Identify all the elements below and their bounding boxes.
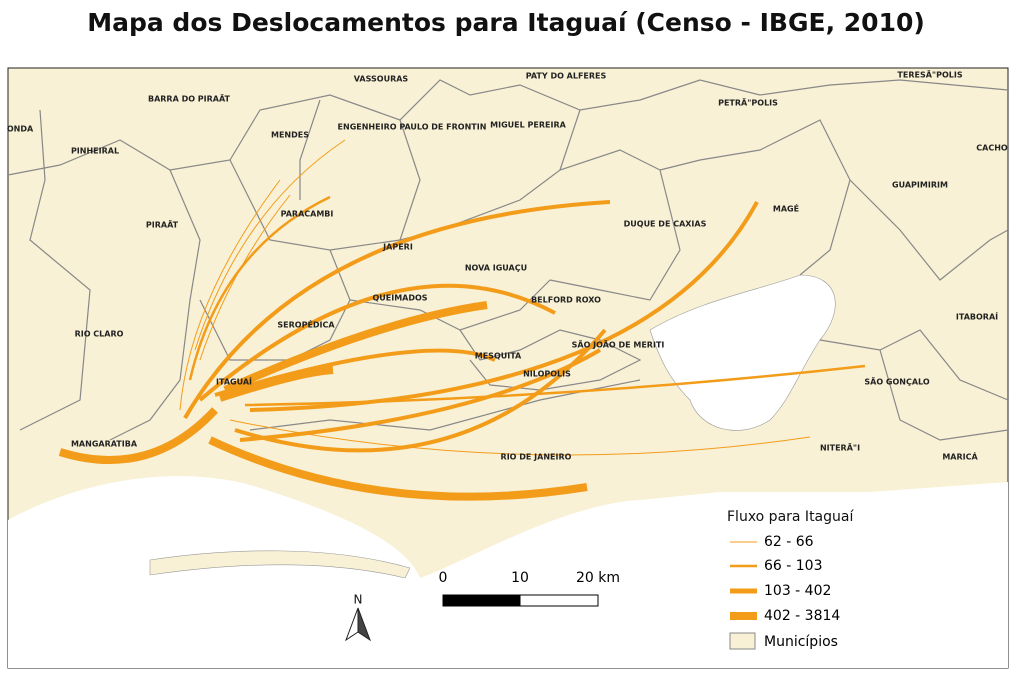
flow — [208, 436, 588, 501]
municipality-label: MAGÉ — [773, 203, 799, 214]
flow — [198, 283, 556, 402]
municipality-label: RIO DE JANEIRO — [501, 453, 572, 462]
municipality-label: DUQUE DE CAXIAS — [624, 220, 707, 229]
scale-label: 20 km — [576, 570, 620, 586]
municipality-label: SÃO JOÃO DE MERITI — [572, 340, 665, 350]
municipality-label: BARRA DO PIRAÃT — [148, 94, 231, 104]
flow — [179, 179, 281, 411]
flow — [218, 366, 334, 402]
north-right — [357, 607, 372, 642]
municipality-label: PATY DO ALFERES — [526, 72, 607, 81]
flow — [229, 419, 811, 456]
municipality-label: MARICÁ — [942, 451, 978, 462]
municipality-label: ITABORAÍ — [956, 311, 998, 322]
restinga — [149, 550, 411, 579]
municipality-label: ITAGUAÍ — [216, 376, 252, 387]
municipality-label: RIO CLARO — [75, 330, 124, 339]
flow — [214, 348, 496, 397]
flow — [244, 364, 866, 407]
municipality-label: MESQUITA — [475, 352, 522, 361]
municipality-label: NOVA IGUAÇU — [465, 264, 527, 273]
flow — [199, 194, 291, 361]
municipality-label: SÃO GONÇALO — [864, 377, 929, 387]
municipality-label: PINHEIRAL — [71, 147, 119, 156]
legend-title: Fluxo para Itaguaí — [727, 509, 854, 525]
scale-label: 10 — [511, 570, 529, 586]
legend-swatch — [729, 632, 756, 650]
flow — [223, 301, 488, 394]
flow — [183, 200, 611, 420]
legend-item: 103 - 402 — [764, 583, 831, 599]
scale-black — [442, 594, 521, 607]
municipality-labels: VASSOURAS PATY DO ALFERES TERESÃ"POLIS BARR… — [7, 70, 1008, 462]
north-arrow: N — [344, 593, 372, 642]
legend-item: 66 - 103 — [764, 558, 823, 574]
legend-item: Municípios — [764, 634, 838, 650]
title: Mapa dos Deslocamentos para Itaguaí (Cen… — [87, 8, 925, 37]
municipality-label: ONDA — [7, 125, 34, 134]
municipality-label: QUEIMADOS — [372, 294, 427, 303]
guanabara-bay — [649, 274, 836, 431]
scale-label: 0 — [439, 570, 448, 586]
legend-item: 62 - 66 — [764, 534, 814, 550]
municipality-label: MANGARATIBA — [71, 440, 138, 449]
municipality-label: PARACAMBI — [281, 210, 334, 219]
municipality-label: TERESÃ"POLIS — [897, 70, 962, 80]
municipality-label: NITERÃ"I — [820, 443, 860, 453]
municipality-label: BELFORD ROXO — [531, 296, 601, 305]
municipality-label: JAPERI — [382, 243, 413, 252]
flows — [58, 139, 866, 501]
scale-white — [519, 594, 599, 607]
municipality-label: GUAPIMIRIM — [892, 181, 948, 190]
municipality-label: PIRAÃT — [146, 220, 179, 230]
municipality-label: ENGENHEIRO PAULO DE FRONTIN — [338, 123, 487, 132]
municipality-label: VASSOURAS — [354, 75, 409, 84]
north-label: N — [354, 593, 363, 607]
legend: Fluxo para Itaguaí 62 - 66 66 - 103 103 … — [720, 500, 870, 665]
flow — [234, 328, 607, 453]
municipality-label: PETRÃ"POLIS — [718, 98, 778, 108]
legend-item: 402 - 3814 — [764, 608, 840, 624]
municipality-label: SEROPÉDICA — [277, 319, 335, 330]
municipality-label: MENDES — [271, 131, 309, 140]
municipality-label: NILOPOLIS — [523, 370, 571, 379]
scale-bar: 0 10 20 km — [439, 570, 620, 607]
municipality-label: MIGUEL PEREIRA — [490, 121, 566, 130]
flow — [58, 407, 218, 464]
flow — [194, 139, 346, 351]
municipality-label: CACHO — [976, 144, 1008, 153]
